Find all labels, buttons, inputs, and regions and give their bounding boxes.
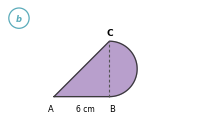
Text: B: B: [109, 104, 115, 113]
Text: b: b: [16, 14, 22, 23]
Circle shape: [9, 9, 29, 29]
Text: C: C: [106, 28, 112, 37]
Text: A: A: [48, 104, 54, 113]
Text: 6 cm: 6 cm: [76, 104, 94, 113]
Polygon shape: [54, 42, 136, 97]
